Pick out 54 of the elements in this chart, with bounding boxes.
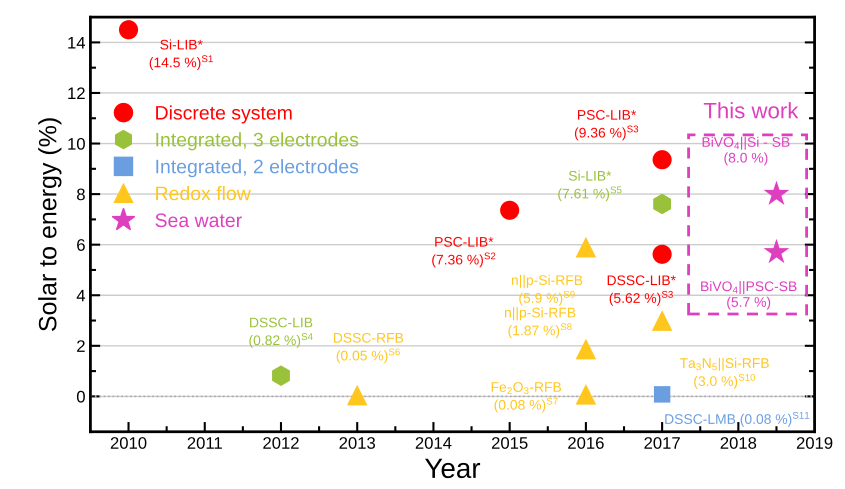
annotation: DSSC-LIB* (5.62 %)$^{S3}$ xyxy=(608,275,676,306)
point xyxy=(653,194,672,214)
x-tick-label: 2013 xyxy=(340,437,376,449)
point xyxy=(118,20,138,40)
point xyxy=(652,150,672,170)
legend-label: Integrated, 2 electrodes xyxy=(156,159,358,178)
annotation: DSSC-RFB (0.05 %)$^{S6}$ xyxy=(334,332,404,364)
annotation: Ta$_{3}$N$_{5}$||Si-RFB (3.0 %)$^{S10}$ xyxy=(680,358,769,389)
x-tick-label: 2015 xyxy=(492,437,528,449)
annotation: n||p-Si-RFB (1.87 %)$^{S8}$ xyxy=(504,307,576,338)
legend-label: Redox flow xyxy=(156,186,251,200)
point xyxy=(346,384,368,406)
annotation: Si-LIB* (7.61 %)$^{S5}$ xyxy=(558,170,622,202)
annotation: PSC-LIB* (9.36 %)$^{S3}$ xyxy=(574,110,638,140)
y-tick-label: 2 xyxy=(77,340,85,352)
point xyxy=(652,244,672,264)
point xyxy=(272,365,290,386)
annotation: n||p-Si-RFB (5.9 %)$^{S9}$ xyxy=(512,274,582,306)
y-tick-label: 6 xyxy=(77,239,85,251)
point xyxy=(654,386,670,403)
annotation: DSSC-LIB (0.82 %)$^{S4}$ xyxy=(249,318,313,348)
y-tick-label: 4 xyxy=(76,290,86,302)
annotation: Fe$_{2}$O$_{3}$-RFB (0.08 %)$^{S7}$ xyxy=(492,382,562,412)
annotation: DSSC-LMB (0.08 %)$^{S11}$ xyxy=(665,412,810,427)
annotation: This work xyxy=(704,102,798,118)
legend-label: Discrete system xyxy=(156,105,292,124)
point xyxy=(764,180,790,206)
point xyxy=(764,238,790,264)
x-tick-label: 2016 xyxy=(568,437,604,449)
y-tick-label: 8 xyxy=(77,188,85,200)
point xyxy=(576,338,596,360)
legend-label: Integrated, 3 electrodes xyxy=(156,132,358,150)
x-tick-label: 2011 xyxy=(188,437,222,449)
y-tick-label: 0 xyxy=(76,390,85,403)
point xyxy=(500,200,520,220)
x-tick-label: 2012 xyxy=(263,437,299,449)
point xyxy=(576,236,596,258)
x-tick-label: 2018 xyxy=(720,437,756,449)
annotation: PSC-LIB* (7.36 %)$^{S2}$ xyxy=(432,236,496,268)
legend-label: Sea water xyxy=(155,213,242,228)
y-tick-label: 14 xyxy=(68,36,86,48)
annotation: BiVO$_{4}$||Si - SB (8.0 %) xyxy=(702,136,790,166)
x-axis-title: Year xyxy=(425,458,480,478)
point xyxy=(576,384,596,405)
x-tick-label: 2017 xyxy=(644,437,680,449)
x-tick-label: 2019 xyxy=(796,437,832,449)
y-axis-title: Solar to energy (%) xyxy=(38,118,62,331)
y-tick-label: 10 xyxy=(68,138,85,150)
annotation: Si-LIB* (14.5 %)$^{S1}$ xyxy=(150,39,213,70)
annotation: BiVO$_{4}$||PSC-SB (5.7 %) xyxy=(701,280,797,310)
y-tick-label: 12 xyxy=(68,87,85,100)
x-tick-label: 2014 xyxy=(416,437,452,449)
point xyxy=(652,310,672,331)
x-tick-label: 2010 xyxy=(110,437,146,449)
